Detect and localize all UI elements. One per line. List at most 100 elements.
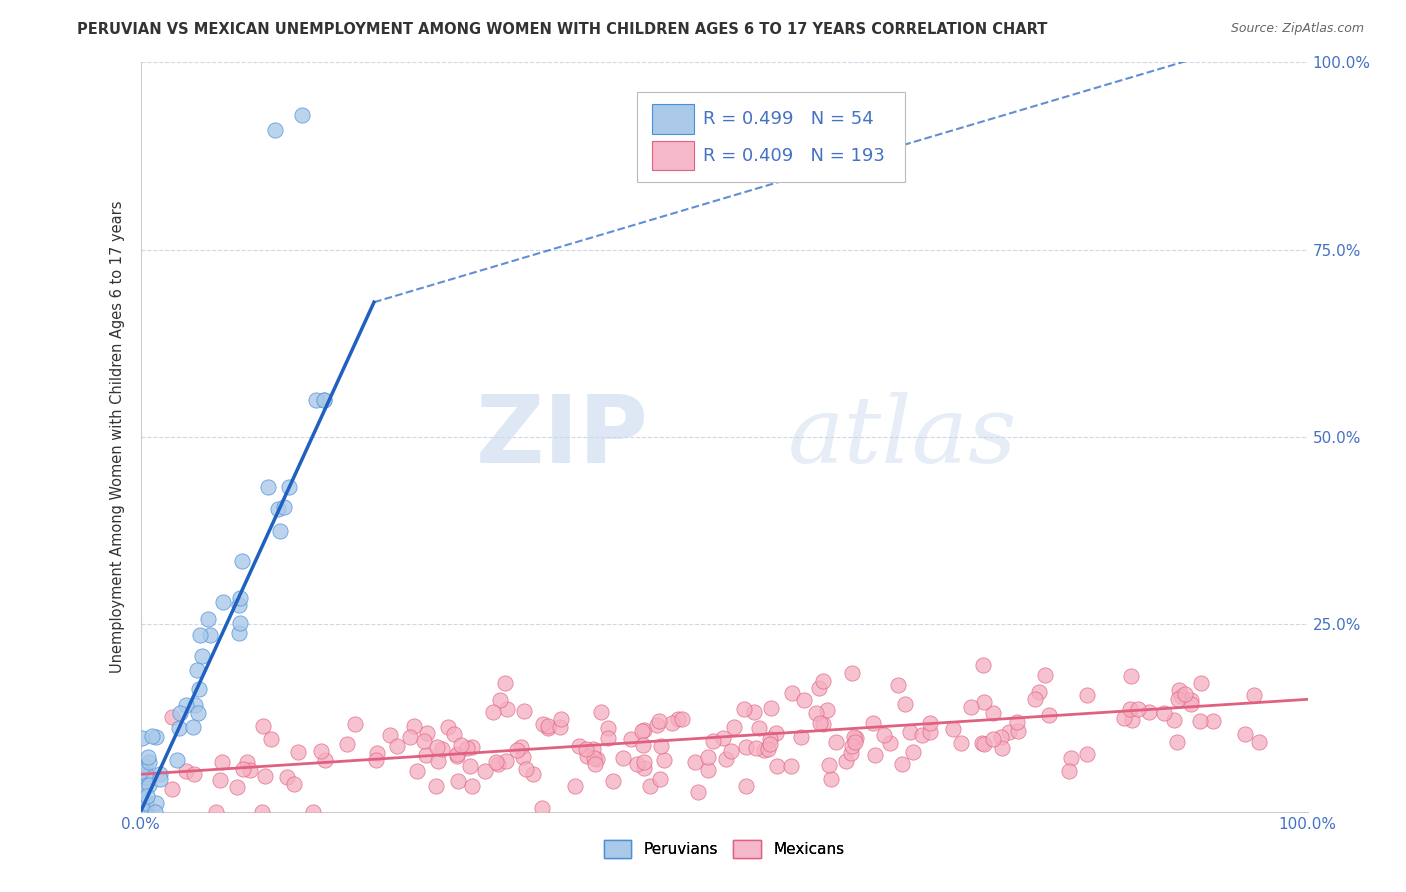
- Point: [633, 761, 655, 775]
- Point: [145, 796, 167, 810]
- Point: [720, 744, 742, 758]
- Point: [648, 714, 671, 729]
- Point: [160, 782, 183, 797]
- Point: [160, 710, 183, 724]
- Point: [901, 745, 924, 759]
- Point: [1126, 702, 1149, 716]
- Point: [759, 731, 782, 746]
- Point: [135, 805, 157, 819]
- Point: [385, 739, 408, 753]
- Point: [1057, 764, 1080, 778]
- Point: [973, 737, 995, 751]
- Point: [252, 718, 274, 732]
- Point: [134, 759, 156, 773]
- Point: [522, 767, 544, 781]
- Point: [688, 785, 710, 799]
- Point: [671, 712, 693, 726]
- Point: [131, 805, 153, 819]
- Point: [564, 779, 586, 793]
- Point: [887, 677, 910, 691]
- Point: [138, 750, 160, 764]
- Point: [1007, 723, 1029, 738]
- FancyBboxPatch shape: [652, 104, 693, 134]
- Point: [425, 779, 447, 793]
- Point: [228, 599, 250, 613]
- Point: [229, 615, 252, 630]
- Point: [575, 742, 598, 756]
- Point: [782, 686, 804, 700]
- Point: [287, 745, 309, 759]
- Point: [314, 753, 336, 767]
- Point: [259, 732, 281, 747]
- Point: [457, 741, 479, 756]
- Point: [582, 742, 605, 756]
- Point: [312, 392, 335, 407]
- Point: [640, 780, 662, 794]
- Point: [793, 693, 815, 707]
- Point: [734, 739, 756, 754]
- Point: [960, 699, 983, 714]
- Point: [135, 767, 157, 781]
- Point: [811, 717, 834, 731]
- Point: [666, 712, 689, 726]
- Point: [515, 762, 537, 776]
- Point: [873, 728, 896, 742]
- Point: [735, 779, 758, 793]
- Point: [844, 735, 866, 749]
- Point: [283, 777, 305, 791]
- Point: [879, 736, 901, 750]
- Point: [145, 730, 167, 744]
- Point: [742, 706, 765, 720]
- Point: [1234, 727, 1257, 741]
- Point: [208, 772, 231, 787]
- Point: [380, 728, 402, 742]
- Point: [135, 770, 157, 784]
- Point: [269, 524, 291, 538]
- Point: [1166, 735, 1188, 749]
- Point: [1243, 688, 1265, 702]
- Point: [1028, 685, 1050, 699]
- Point: [135, 789, 157, 803]
- Point: [304, 392, 326, 407]
- Point: [591, 705, 613, 719]
- Point: [474, 764, 496, 779]
- Point: [918, 725, 941, 739]
- Point: [758, 742, 780, 756]
- Point: [131, 805, 153, 819]
- Point: [174, 698, 197, 712]
- Point: [818, 758, 841, 772]
- Point: [141, 729, 163, 743]
- Point: [942, 723, 965, 737]
- Text: ZIP: ZIP: [475, 391, 648, 483]
- Point: [134, 805, 156, 819]
- Point: [835, 755, 858, 769]
- Point: [862, 716, 884, 731]
- Point: [482, 705, 505, 719]
- Point: [505, 743, 527, 757]
- Point: [228, 626, 250, 640]
- Point: [336, 737, 359, 751]
- Point: [1247, 734, 1270, 748]
- Point: [166, 753, 188, 767]
- Point: [583, 757, 606, 772]
- Point: [661, 716, 683, 731]
- Point: [291, 108, 314, 122]
- Point: [683, 755, 706, 769]
- Point: [716, 752, 738, 766]
- Point: [188, 682, 211, 697]
- Point: [446, 748, 468, 763]
- Point: [426, 740, 449, 755]
- Point: [314, 392, 336, 407]
- Point: [1119, 669, 1142, 683]
- Point: [1112, 711, 1135, 725]
- Point: [138, 778, 160, 792]
- Point: [415, 747, 437, 762]
- Point: [458, 759, 481, 773]
- Point: [696, 750, 718, 764]
- Point: [174, 764, 197, 778]
- Point: [841, 665, 863, 680]
- Point: [187, 706, 209, 720]
- Point: [733, 701, 755, 715]
- Point: [486, 757, 509, 772]
- Point: [301, 805, 323, 819]
